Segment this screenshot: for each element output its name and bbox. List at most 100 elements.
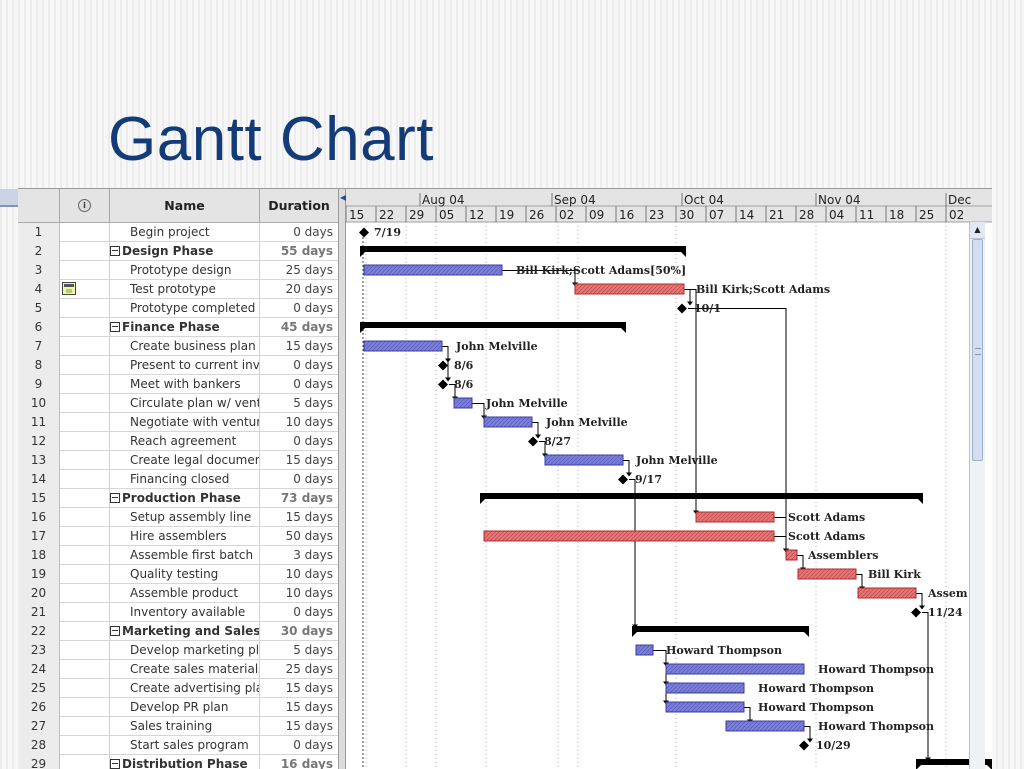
task-bar[interactable]: [635, 644, 654, 656]
collapse-toggle-icon[interactable]: [110, 322, 120, 332]
task-duration[interactable]: 55 days: [280, 244, 333, 258]
row-id[interactable]: 5: [18, 299, 60, 318]
duration-column-header[interactable]: Duration: [268, 198, 330, 213]
task-duration[interactable]: 0 days: [293, 738, 333, 752]
task-name-cell[interactable]: Financing closed: [110, 470, 260, 489]
task-bar[interactable]: [544, 454, 624, 466]
row-id[interactable]: 16: [18, 508, 60, 527]
task-row[interactable]: 7 Create business plan 15 days: [18, 337, 338, 356]
row-id[interactable]: 1: [18, 223, 60, 242]
splitter-arrow-icon[interactable]: ◀: [340, 193, 347, 202]
task-duration[interactable]: 25 days: [285, 662, 333, 676]
row-id[interactable]: 23: [18, 641, 60, 660]
task-name-cell[interactable]: Present to current inve: [110, 356, 260, 375]
task-duration[interactable]: 73 days: [280, 491, 333, 505]
task-name-cell[interactable]: Finance Phase: [110, 318, 260, 337]
task-name-cell[interactable]: Start sales program: [110, 736, 260, 755]
row-id[interactable]: 10: [18, 394, 60, 413]
task-name-cell[interactable]: Create advertising pla: [110, 679, 260, 698]
task-row[interactable]: 11 Negotiate with venture 10 days: [18, 413, 338, 432]
collapse-toggle-icon[interactable]: [110, 493, 120, 503]
task-row[interactable]: 27 Sales training 15 days: [18, 717, 338, 736]
task-bar[interactable]: [725, 720, 805, 732]
calendar-note-icon[interactable]: [62, 282, 76, 295]
task-name-cell[interactable]: Inventory available: [110, 603, 260, 622]
row-id[interactable]: 3: [18, 261, 60, 280]
task-row[interactable]: 3 Prototype design 25 days: [18, 261, 338, 280]
task-duration[interactable]: 10 days: [285, 586, 333, 600]
collapse-toggle-icon[interactable]: [110, 246, 120, 256]
task-name-cell[interactable]: Meet with bankers: [110, 375, 260, 394]
task-duration[interactable]: 5 days: [293, 643, 333, 657]
task-row[interactable]: 28 Start sales program 0 days: [18, 736, 338, 755]
milestone-diamond-icon[interactable]: [618, 474, 628, 485]
task-name-cell[interactable]: Sales training: [110, 717, 260, 736]
task-row[interactable]: 21 Inventory available 0 days: [18, 603, 338, 622]
row-id[interactable]: 7: [18, 337, 60, 356]
task-name-cell[interactable]: Develop marketing pla: [110, 641, 260, 660]
row-id[interactable]: 17: [18, 527, 60, 546]
summary-task-row[interactable]: 15 Production Phase 73 days: [18, 489, 338, 508]
task-row[interactable]: 9 Meet with bankers 0 days: [18, 375, 338, 394]
id-column-header[interactable]: [18, 189, 60, 222]
milestone-diamond-icon[interactable]: [359, 227, 369, 238]
task-duration[interactable]: 15 days: [285, 510, 333, 524]
task-duration[interactable]: 5 days: [293, 396, 333, 410]
task-bar[interactable]: [483, 416, 533, 428]
task-bar[interactable]: [453, 397, 473, 409]
task-row[interactable]: 14 Financing closed 0 days: [18, 470, 338, 489]
task-duration[interactable]: 0 days: [293, 225, 333, 239]
scrollbar-thumb[interactable]: [972, 239, 983, 461]
task-duration[interactable]: 3 days: [293, 548, 333, 562]
task-row[interactable]: 8 Present to current inve 0 days: [18, 356, 338, 375]
task-name-cell[interactable]: Reach agreement: [110, 432, 260, 451]
task-name-cell[interactable]: Production Phase: [110, 489, 260, 508]
milestone-diamond-icon[interactable]: [528, 436, 538, 447]
task-name-cell[interactable]: Hire assemblers: [110, 527, 260, 546]
task-duration[interactable]: 0 days: [293, 301, 333, 315]
task-bar[interactable]: [363, 340, 443, 352]
task-name-cell[interactable]: Test prototype: [110, 280, 260, 299]
task-row[interactable]: 10 Circulate plan w/ ventu 5 days: [18, 394, 338, 413]
task-name-cell[interactable]: Negotiate with venture: [110, 413, 260, 432]
task-row[interactable]: 4 Test prototype 20 days: [18, 280, 338, 299]
row-id[interactable]: 6: [18, 318, 60, 337]
summary-task-row[interactable]: 29 Distribution Phase 16 days: [18, 755, 338, 769]
row-id[interactable]: 14: [18, 470, 60, 489]
task-duration[interactable]: 0 days: [293, 377, 333, 391]
task-bar[interactable]: [665, 682, 745, 694]
milestone-diamond-icon[interactable]: [438, 360, 448, 371]
collapse-toggle-icon[interactable]: [110, 626, 120, 636]
task-duration[interactable]: 0 days: [293, 605, 333, 619]
task-duration[interactable]: 16 days: [280, 757, 333, 769]
task-bar[interactable]: [363, 264, 503, 276]
task-duration[interactable]: 0 days: [293, 358, 333, 372]
task-duration[interactable]: 15 days: [285, 700, 333, 714]
milestone-diamond-icon[interactable]: [911, 607, 921, 618]
row-id[interactable]: 15: [18, 489, 60, 508]
vertical-scrollbar[interactable]: ▲: [969, 222, 985, 769]
task-bar[interactable]: [574, 283, 685, 295]
task-name-cell[interactable]: Setup assembly line: [110, 508, 260, 527]
task-bar[interactable]: [797, 568, 857, 580]
task-duration[interactable]: 15 days: [285, 719, 333, 733]
task-duration[interactable]: 15 days: [285, 681, 333, 695]
task-name-cell[interactable]: Develop PR plan: [110, 698, 260, 717]
task-row[interactable]: 24 Create sales materials 25 days: [18, 660, 338, 679]
task-name-cell[interactable]: Create business plan: [110, 337, 260, 356]
task-duration[interactable]: 30 days: [280, 624, 333, 638]
row-id[interactable]: 9: [18, 375, 60, 394]
task-bar[interactable]: [785, 549, 798, 561]
summary-task-row[interactable]: 2 Design Phase 55 days: [18, 242, 338, 261]
row-id[interactable]: 12: [18, 432, 60, 451]
task-duration[interactable]: 10 days: [285, 567, 333, 581]
row-id[interactable]: 2: [18, 242, 60, 261]
task-bar[interactable]: [665, 663, 805, 675]
task-row[interactable]: 1 Begin project 0 days: [18, 223, 338, 242]
row-id[interactable]: 27: [18, 717, 60, 736]
indicator-column-header[interactable]: i: [60, 189, 110, 222]
row-id[interactable]: 19: [18, 565, 60, 584]
milestone-diamond-icon[interactable]: [799, 740, 809, 751]
task-duration[interactable]: 25 days: [285, 263, 333, 277]
milestone-diamond-icon[interactable]: [677, 303, 687, 314]
